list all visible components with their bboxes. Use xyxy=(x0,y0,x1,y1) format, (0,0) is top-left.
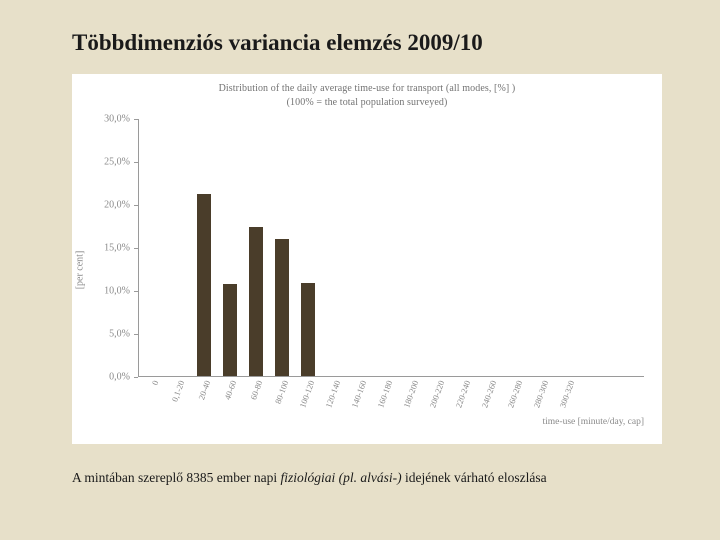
chart-title: Distribution of the daily average time-u… xyxy=(82,82,652,109)
x-axis-label: time-use [minute/day, cap] xyxy=(543,417,644,427)
y-tick-label: 15,0% xyxy=(104,243,130,254)
x-tick-label: 200-220 xyxy=(427,379,446,409)
x-tick-label: 100-120 xyxy=(297,379,316,409)
x-tick-label: 0 xyxy=(150,379,161,386)
bar xyxy=(301,283,315,376)
x-tick-label: 140-160 xyxy=(349,379,368,409)
x-tick-label: 240-260 xyxy=(479,379,498,409)
bar xyxy=(275,239,289,376)
x-tick-label: 40-60 xyxy=(222,379,238,401)
x-tick-label: 80-100 xyxy=(273,379,291,405)
chart-container: Distribution of the daily average time-u… xyxy=(72,74,662,444)
x-tick-label: 0,1-20 xyxy=(169,379,186,403)
y-axis: 0,0%5,0%10,0%15,0%20,0%25,0%30,0% xyxy=(94,119,134,377)
x-tick-label: 260-280 xyxy=(505,379,524,409)
x-tick-label: 300-320 xyxy=(557,379,576,409)
chart-title-line2: (100% = the total population surveyed) xyxy=(287,97,448,108)
x-axis: 0 0,1-20 20-40 40-60 60-80 80-100 100-120 120-1… xyxy=(138,377,644,425)
chart-title-line1: Distribution of the daily average time-u… xyxy=(219,83,516,94)
chart-plot: [per cent] 0,0%5,0%10,0%15,0%20,0%25,0%3… xyxy=(82,115,652,425)
x-tick-label: 180-200 xyxy=(401,379,420,409)
y-tick-label: 0,0% xyxy=(109,372,130,383)
y-tick-label: 30,0% xyxy=(104,114,130,125)
caption-italic: fiziológiai (pl. alvási-) xyxy=(280,470,401,485)
bar xyxy=(249,227,263,376)
bar xyxy=(197,194,211,376)
slide-title: Többdimenziós variancia elemzés 2009/10 xyxy=(72,30,672,56)
x-tick-label: 160-180 xyxy=(375,379,394,409)
y-tick-label: 10,0% xyxy=(104,286,130,297)
y-axis-label: [per cent] xyxy=(75,251,86,290)
x-tick-label: 280-300 xyxy=(531,379,550,409)
x-tick-label: 220-240 xyxy=(453,379,472,409)
slide-caption: A mintában szereplő 8385 ember napi fizi… xyxy=(72,470,672,486)
y-tick-label: 20,0% xyxy=(104,200,130,211)
x-tick-label: 20-40 xyxy=(196,379,212,401)
bar xyxy=(223,284,237,376)
y-tick-label: 25,0% xyxy=(104,157,130,168)
bars-group xyxy=(139,119,644,376)
x-tick-label: 60-80 xyxy=(248,379,264,401)
plot-area xyxy=(138,119,644,377)
caption-post: idejének várható eloszlása xyxy=(402,470,547,485)
x-tick-label: 120-140 xyxy=(323,379,342,409)
caption-pre: A mintában szereplő 8385 ember napi xyxy=(72,470,280,485)
y-tick-label: 5,0% xyxy=(109,329,130,340)
